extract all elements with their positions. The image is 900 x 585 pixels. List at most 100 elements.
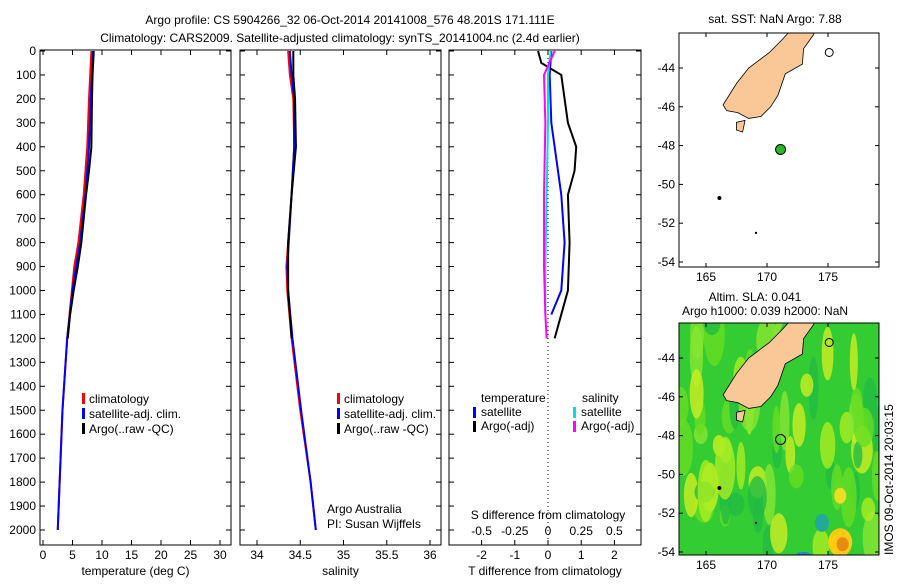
map-content: [679, 33, 879, 267]
map-sla-title-1: Altim. SLA: 0.041: [709, 290, 802, 304]
south-island-land: [722, 323, 815, 409]
map-frame: [678, 32, 880, 268]
y-tick-label: 1600: [9, 427, 36, 441]
s-tick-label: -0.25: [501, 524, 529, 538]
x-tick-label: 30: [213, 548, 227, 562]
sla-patch: [812, 528, 830, 555]
y-tick-label: 1300: [9, 355, 36, 369]
s-tick-label: -0.5: [471, 524, 492, 538]
chatham-rise-contour: [824, 337, 834, 347]
series-line-t-argo-adj-: [537, 50, 578, 339]
legend-swatch-satellite: [337, 408, 340, 419]
y-tick-label: 1900: [9, 499, 36, 513]
x-tick-label: 25: [184, 548, 198, 562]
x-tick-label: 2: [611, 548, 618, 562]
plot-frame: [39, 49, 232, 546]
sla-patch: [861, 497, 876, 522]
temperature-legend: climatology satellite-adj. clim. Argo(..…: [82, 392, 181, 436]
x-tick-label: 34: [250, 548, 264, 562]
legend-swatch-satellite: [82, 408, 85, 419]
map-content: [679, 323, 879, 555]
sla-patch: [762, 463, 776, 525]
figure-title-line1: Argo profile: CS 5904266_32 06-Oct-2014 …: [145, 13, 554, 27]
x-tick-label: 36: [423, 548, 437, 562]
legend-swatch-climatology: [337, 393, 340, 404]
annotation-pi: PI: Susan Wijffels: [327, 517, 421, 531]
sla-patch: [679, 419, 694, 477]
legend-label: satellite-adj. clim.: [344, 407, 436, 421]
y-tick-label: 200: [16, 92, 36, 106]
legend-label: climatology: [89, 392, 149, 406]
sla-patch: [862, 511, 879, 555]
figure-title-line2: Climatology: CARS2009. Satellite-adjuste…: [100, 31, 580, 45]
stewart-island: [736, 119, 746, 133]
y-tick-label: 700: [16, 212, 36, 226]
lat-tick-label: -54: [658, 255, 676, 269]
series-line-s-argo-adj-: [543, 50, 556, 339]
s-tick-label: 0: [545, 524, 552, 538]
lat-tick-label: -52: [658, 506, 676, 520]
profile-panel-temperature: 0100200300400500600700800900100011001200…: [9, 44, 232, 578]
sla-patch: [779, 391, 790, 451]
x-tick-label: 5: [69, 548, 76, 562]
y-tick-label: 500: [16, 164, 36, 178]
maps: 165 170 175 -44 -46 -48 -50 -52 -54 165 170 175 -44 -…: [658, 32, 880, 572]
campbell-island: [754, 521, 758, 525]
sla-high: [834, 487, 847, 504]
sla-patch: [850, 387, 863, 419]
legend-swatch-t-argo: [473, 421, 476, 432]
sla-patch: [853, 441, 863, 469]
y-tick-label: 1200: [9, 331, 36, 345]
x-tick-label: 20: [154, 548, 168, 562]
campbell-island: [754, 231, 758, 235]
lon-tick-label: 170: [757, 558, 777, 572]
legend-swatch-climatology: [82, 393, 85, 404]
s-axis-label: S difference from climatology: [471, 508, 626, 522]
y-tick-label: 1800: [9, 475, 36, 489]
y-tick-label: 1100: [10, 307, 36, 321]
legend-swatch-s-satellite: [573, 407, 576, 418]
sla-patch: [849, 333, 858, 391]
lat-tick-label: -54: [658, 545, 676, 559]
series-line-s-satellite: [544, 50, 552, 315]
legend-header-salinity: salinity: [582, 391, 619, 405]
legend-swatch-argo: [82, 423, 85, 434]
legend-swatch-argo: [337, 423, 340, 434]
sla-patch: [703, 323, 721, 336]
lat-tick-label: -52: [658, 216, 676, 230]
s-tick-label: 0.25: [570, 524, 594, 538]
legend-label: Argo(..raw -QC): [89, 422, 174, 436]
legend-label: satellite-adj. clim.: [89, 407, 181, 421]
lat-tick-label: -44: [658, 351, 676, 365]
sla-patch: [697, 459, 714, 523]
map-sla-title-2: Argo h1000: 0.039 h2000: NaN: [682, 304, 848, 318]
sla-patch: [714, 437, 736, 500]
x-tick-label: -1: [509, 548, 520, 562]
sla-patch: [872, 450, 879, 501]
profile-panels: 0100200300400500600700800900100011001200…: [9, 44, 642, 578]
sla-patch: [788, 464, 804, 489]
sla-patch: [772, 405, 781, 454]
y-tick-label: 2000: [9, 523, 36, 537]
sla-patch: [821, 326, 834, 381]
sla-peak: [836, 537, 849, 552]
lat-tick-label: -50: [658, 177, 676, 191]
s-tick-label: 0.5: [606, 524, 623, 538]
sla-patch: [792, 403, 806, 447]
series-line-argo-raw-qc-: [66, 50, 95, 339]
sla-patch: [770, 513, 788, 554]
map-sst: 165 170 175 -44 -46 -48 -50 -52 -54: [658, 32, 880, 284]
lon-tick-label: 165: [696, 270, 716, 284]
imos-timestamp: IMOS 09-Oct-2014 20:03:15: [882, 404, 896, 555]
difference-legend: temperature salinity satellite Argo(-adj…: [471, 391, 635, 522]
x-axis-label: temperature (deg C): [81, 564, 189, 578]
legend-label: Argo(..raw -QC): [344, 422, 429, 436]
x-axis-label: T difference from climatology: [468, 564, 622, 578]
y-tick-label: 1700: [9, 451, 36, 465]
legend-header-temperature: temperature: [481, 391, 546, 405]
x-tick-label: 10: [95, 548, 109, 562]
argo-float-marker: [775, 143, 787, 155]
x-tick-label: 15: [125, 548, 139, 562]
y-tick-label: 0: [29, 44, 36, 58]
y-tick-label: 1400: [9, 379, 36, 393]
